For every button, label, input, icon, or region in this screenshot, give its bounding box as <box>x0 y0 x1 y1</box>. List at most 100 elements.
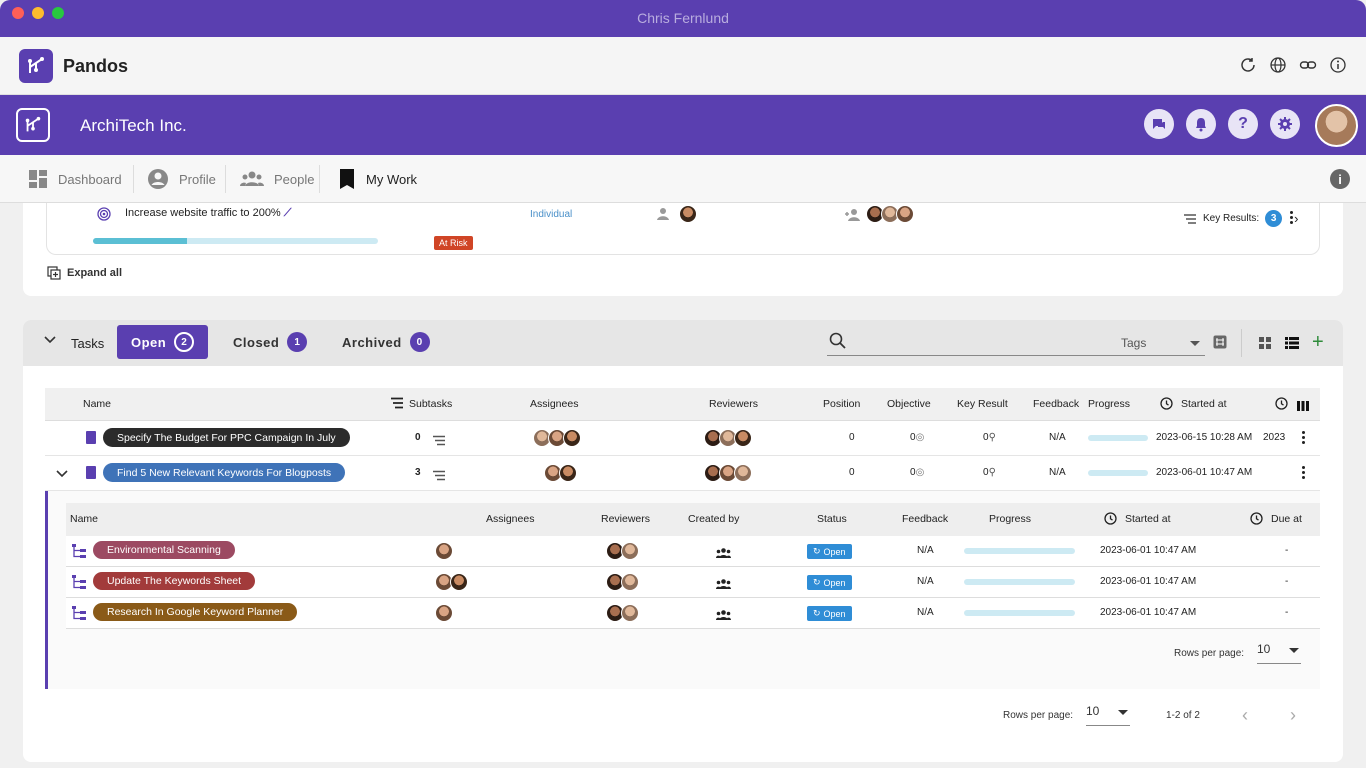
status-badge[interactable]: ↻ Open <box>807 544 852 559</box>
subtask-row[interactable]: Update The Keywords Sheet ↻ Open N/A 2023… <box>66 567 1320 598</box>
info-icon[interactable] <box>1328 55 1348 75</box>
col-feedback[interactable]: Feedback <box>1033 398 1080 410</box>
col-progress[interactable]: Progress <box>989 513 1032 525</box>
people-icon <box>240 171 264 186</box>
reviewer-avatars[interactable] <box>704 429 752 447</box>
assignee-avatars[interactable] <box>533 429 581 447</box>
refresh-icon[interactable] <box>1238 55 1258 75</box>
tab-closed[interactable]: Closed 1 <box>219 325 321 359</box>
help-icon[interactable]: ? <box>1228 109 1258 139</box>
settings-gear-icon[interactable] <box>1270 109 1300 139</box>
tab-archived[interactable]: Archived 0 <box>328 325 444 359</box>
owner-avatar[interactable] <box>679 205 697 223</box>
col-objective[interactable]: Objective <box>887 398 931 410</box>
col-key-result[interactable]: Key Result <box>957 398 1008 410</box>
subtask-row[interactable]: Research In Google Keyword Planner ↻ Open… <box>66 598 1320 629</box>
col-position[interactable]: Position <box>823 398 861 410</box>
reviewer-avatars[interactable] <box>704 464 752 482</box>
col-status[interactable]: Status <box>817 513 847 525</box>
expand-row-chevron-icon[interactable] <box>55 466 69 485</box>
user-avatar[interactable] <box>1315 104 1358 147</box>
row-menu-button[interactable] <box>1302 466 1306 479</box>
assignee-avatars[interactable] <box>435 542 453 560</box>
subtask-name[interactable]: Update The Keywords Sheet <box>93 572 256 590</box>
status-badge[interactable]: ↻ Open <box>807 575 852 590</box>
objective-menu-button[interactable] <box>1290 211 1294 224</box>
close-window-button[interactable] <box>12 7 24 19</box>
reviewer-avatars[interactable] <box>606 573 639 591</box>
pandos-logo-icon[interactable] <box>19 49 53 83</box>
task-search-input[interactable] <box>827 330 1205 356</box>
expand-all-button[interactable]: Expand all <box>47 266 122 280</box>
app-header: Pandos <box>0 37 1366 95</box>
rows-per-page-select[interactable]: 10 <box>1086 704 1130 726</box>
nav-item-my-work[interactable]: My Work <box>338 167 417 191</box>
add-task-plus-icon[interactable]: + <box>1312 331 1324 353</box>
team-avatars[interactable] <box>866 205 914 223</box>
org-bar: ArchiTech Inc. ? <box>0 95 1366 155</box>
org-name: ArchiTech Inc. <box>80 116 187 135</box>
reviewer-avatars[interactable] <box>606 604 639 622</box>
nav-item-label: Profile <box>179 171 216 187</box>
minimize-window-button[interactable] <box>32 7 44 19</box>
col-started-at[interactable]: Started at <box>1181 398 1227 410</box>
nav-item-profile[interactable]: Profile <box>147 167 216 191</box>
subtask-name[interactable]: Environmental Scanning <box>93 541 235 559</box>
col-subtasks[interactable]: Subtasks <box>409 398 453 410</box>
subtasks-rows-per-page-select[interactable]: 10 <box>1257 642 1301 664</box>
clock-icon <box>1250 512 1263 530</box>
col-name[interactable]: Name <box>70 513 99 525</box>
key-results-toggle[interactable]: Key Results: 3 › <box>1183 210 1298 227</box>
nav-item-dashboard[interactable]: Dashboard <box>28 167 122 191</box>
subtasks-panel: Name Assignees Reviewers Created by Stat… <box>45 491 1320 689</box>
subtask-name[interactable]: Research In Google Keyword Planner <box>93 603 298 621</box>
chat-icon[interactable] <box>1144 109 1174 139</box>
assignee-avatars[interactable] <box>435 573 468 591</box>
table-row[interactable]: Specify The Budget For PPC Campaign In J… <box>45 421 1320 456</box>
col-progress[interactable]: Progress <box>1088 398 1131 410</box>
globe-icon[interactable] <box>1268 55 1288 75</box>
col-due-at[interactable]: Due at <box>1271 513 1302 525</box>
collapse-chevron-icon[interactable] <box>43 332 57 351</box>
link-icon[interactable] <box>1298 55 1318 75</box>
task-name[interactable]: Specify The Budget For PPC Campaign In J… <box>103 428 350 447</box>
bell-icon[interactable] <box>1186 109 1216 139</box>
subtasks-list-icon[interactable] <box>433 433 445 451</box>
col-reviewers[interactable]: Reviewers <box>709 398 759 410</box>
nav-item-people[interactable]: People <box>240 167 314 191</box>
col-reviewers[interactable]: Reviewers <box>601 513 651 525</box>
tags-select[interactable]: Tags <box>1121 336 1146 350</box>
list-view-icon[interactable] <box>1285 336 1299 354</box>
tab-count: 0 <box>409 332 430 352</box>
tab-open[interactable]: Open 2 <box>117 325 209 359</box>
col-started-at[interactable]: Started at <box>1125 513 1171 525</box>
chevron-right-icon[interactable]: › <box>1294 211 1299 226</box>
next-page-chevron-icon[interactable]: › <box>1290 705 1296 725</box>
status-badge[interactable]: ↻ Open <box>807 606 852 621</box>
zoom-window-button[interactable] <box>52 7 64 19</box>
org-logo-icon[interactable] <box>16 108 50 142</box>
col-assignees[interactable]: Assignees <box>530 398 579 410</box>
filter-grid-icon[interactable] <box>1213 335 1227 354</box>
row-menu-button[interactable] <box>1302 431 1306 444</box>
objective-card[interactable]: Increase website traffic to 200% ⟋ Indiv… <box>46 203 1320 255</box>
col-feedback[interactable]: Feedback <box>902 513 949 525</box>
tags-dropdown-icon[interactable] <box>1190 341 1200 346</box>
table-row[interactable]: Find 5 New Relevant Keywords For Blogpos… <box>45 456 1320 491</box>
prev-page-chevron-icon[interactable]: ‹ <box>1242 705 1248 725</box>
task-name[interactable]: Find 5 New Relevant Keywords For Blogpos… <box>103 463 346 482</box>
feedback-value: N/A <box>1049 467 1066 478</box>
assignee-avatars[interactable] <box>435 604 453 622</box>
assignee-avatars[interactable] <box>544 464 577 482</box>
feedback-value: N/A <box>917 607 934 618</box>
columns-icon[interactable] <box>1297 398 1309 416</box>
objective-title[interactable]: Increase website traffic to 200% ⟋ <box>125 207 292 219</box>
col-assignees[interactable]: Assignees <box>486 513 535 525</box>
subtask-row[interactable]: Environmental Scanning ↻ Open N/A 2023-06… <box>66 536 1320 567</box>
col-created-by[interactable]: Created by <box>688 513 740 525</box>
grid-view-icon[interactable] <box>1259 336 1271 354</box>
reviewer-avatars[interactable] <box>606 542 639 560</box>
subtasks-list-icon[interactable] <box>433 468 445 486</box>
col-name[interactable]: Name <box>83 398 112 410</box>
page-info-icon[interactable]: i <box>1330 169 1350 189</box>
